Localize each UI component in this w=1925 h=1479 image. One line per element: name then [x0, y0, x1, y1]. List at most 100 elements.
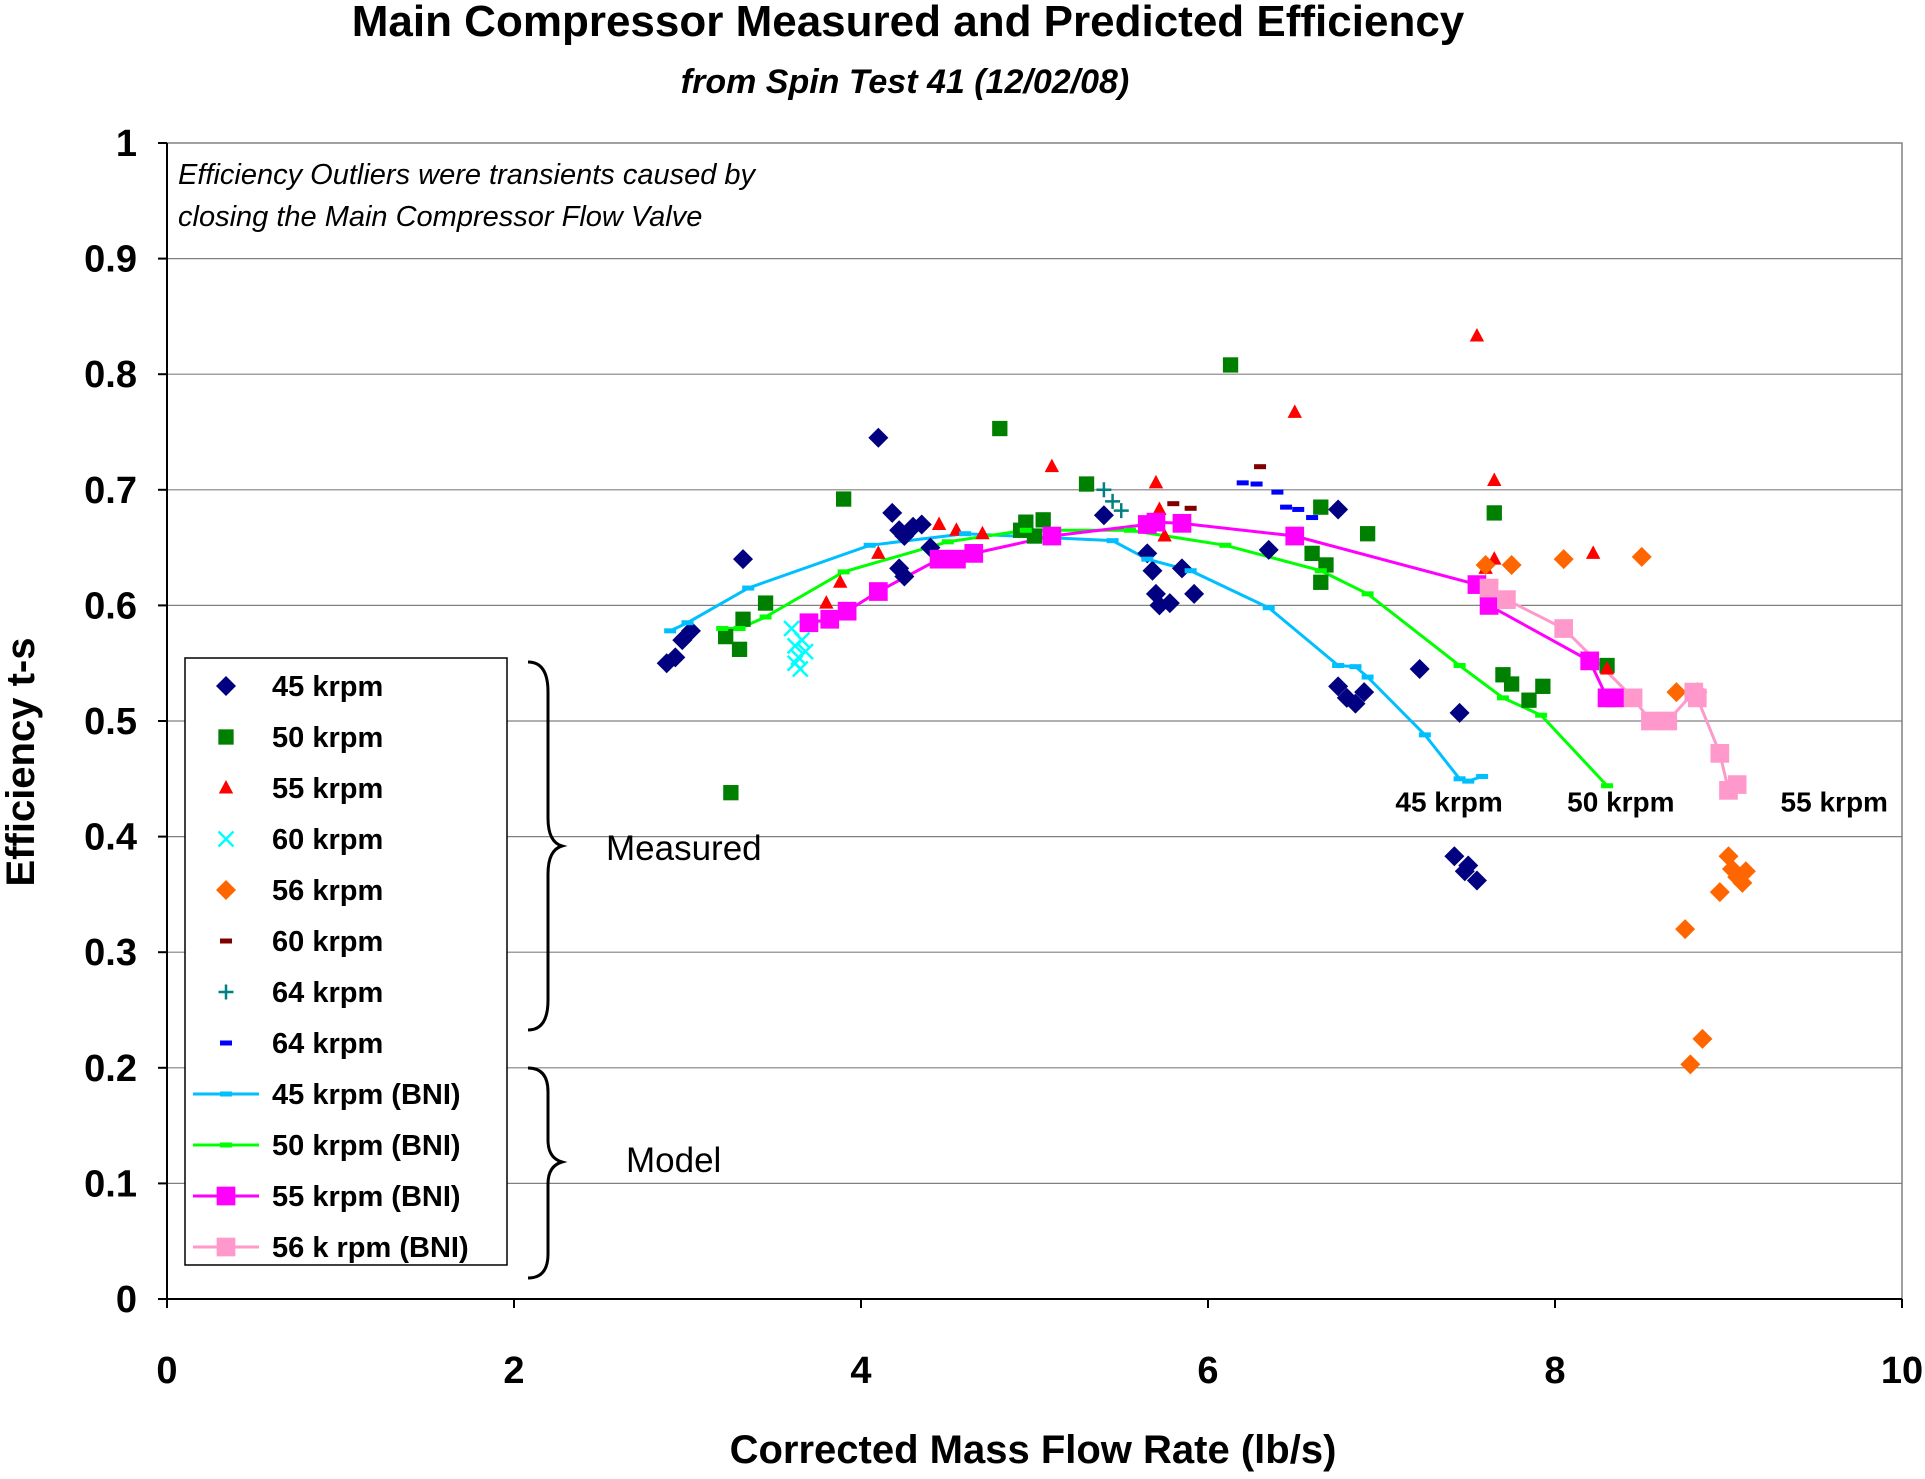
data-points — [656, 328, 1756, 1075]
legend-marker — [218, 729, 234, 745]
data-point — [1687, 688, 1707, 708]
y-tick-label: 0.8 — [84, 354, 137, 396]
data-point — [894, 566, 915, 587]
data-point — [1658, 711, 1678, 731]
legend-marker — [216, 1237, 236, 1257]
data-point — [1680, 1054, 1701, 1075]
model-line — [722, 528, 1609, 787]
data-point — [1172, 513, 1192, 533]
legend-marker — [218, 780, 234, 794]
model-line — [669, 532, 1483, 783]
data-point — [959, 531, 972, 537]
data-point — [1042, 526, 1062, 546]
y-axis-label: Efficiency t-s — [0, 638, 43, 887]
data-point — [1479, 578, 1499, 598]
data-point — [1236, 480, 1249, 486]
data-point — [1271, 489, 1284, 495]
data-point — [1521, 692, 1537, 708]
data-point — [1458, 855, 1479, 876]
legend-marker — [216, 676, 236, 696]
data-point — [1157, 528, 1172, 542]
data-point — [1453, 776, 1466, 782]
legend-marker — [217, 830, 235, 848]
data-point — [1449, 702, 1470, 723]
legend-label: 45 krpm — [272, 671, 383, 703]
data-point — [911, 514, 932, 535]
data-point — [837, 569, 850, 575]
y-tick-label: 1 — [116, 123, 137, 165]
data-point — [992, 420, 1008, 437]
data-point — [1019, 527, 1032, 533]
data-point — [868, 427, 889, 448]
data-point — [1409, 658, 1430, 679]
legend-marker — [220, 938, 232, 944]
x-tick-label: 2 — [503, 1350, 524, 1392]
legend-marker — [216, 1186, 236, 1206]
data-point — [1501, 554, 1522, 575]
data-point — [947, 549, 966, 569]
data-point — [863, 542, 876, 548]
data-point — [1462, 778, 1475, 784]
legend-label: 56 krpm — [272, 875, 383, 907]
data-point — [1258, 539, 1279, 560]
measured-brace — [527, 660, 568, 1032]
data-point — [1535, 678, 1551, 694]
data-point — [1184, 568, 1197, 574]
legend-label: 45 krpm (BNI) — [272, 1079, 461, 1111]
data-point — [1606, 688, 1626, 708]
data-point — [1599, 660, 1615, 675]
model-brace — [527, 1066, 568, 1280]
data-point — [882, 502, 903, 523]
axes: 00.10.20.30.40.50.60.70.80.910 2 4 6 8 10 — [84, 123, 1923, 1392]
data-point — [832, 574, 848, 588]
data-point — [731, 641, 748, 657]
data-point — [964, 544, 984, 563]
data-point — [723, 785, 739, 801]
y-tick-label: 0.7 — [84, 470, 137, 512]
data-point — [1486, 505, 1502, 521]
data-point — [742, 585, 755, 591]
data-point — [1146, 512, 1166, 532]
y-tick-label: 0.9 — [84, 239, 137, 281]
data-point — [1332, 663, 1345, 669]
data-point — [1345, 693, 1366, 714]
data-point — [1314, 568, 1327, 574]
y-tick-label: 0.6 — [84, 585, 137, 627]
data-point — [1361, 674, 1374, 680]
data-point — [1113, 503, 1129, 519]
data-point — [941, 539, 954, 545]
data-point — [869, 582, 888, 601]
data-point — [1219, 542, 1232, 548]
legend-label: 56 k rpm (BNI) — [272, 1232, 469, 1264]
data-point — [1313, 499, 1329, 515]
data-point — [1535, 712, 1548, 718]
data-point — [1503, 676, 1520, 692]
data-point — [1280, 504, 1293, 510]
data-point — [1666, 682, 1687, 703]
data-point — [1078, 476, 1095, 492]
data-point — [1580, 651, 1600, 671]
data-point — [820, 609, 840, 629]
data-point — [929, 549, 949, 569]
y-tick-label: 0.1 — [84, 1163, 137, 1205]
data-point — [1469, 328, 1485, 342]
data-point — [1167, 501, 1180, 507]
data-point — [1184, 583, 1205, 604]
data-point — [718, 628, 734, 645]
data-point — [871, 545, 886, 559]
legend-label: 55 krpm (BNI) — [272, 1181, 461, 1213]
data-point — [757, 595, 774, 611]
data-point — [1148, 474, 1164, 489]
data-point — [1444, 846, 1465, 867]
data-point — [1354, 682, 1375, 703]
data-point — [716, 626, 729, 632]
y-tick-label: 0.5 — [84, 701, 137, 743]
data-point — [1692, 1028, 1713, 1049]
data-point — [1675, 919, 1696, 940]
legend-box — [184, 657, 508, 1266]
x-tick-label: 8 — [1544, 1350, 1565, 1392]
annotation-line-1: Efficiency Outliers were transients caus… — [178, 159, 757, 191]
data-point — [680, 620, 701, 641]
data-point — [1171, 558, 1192, 579]
